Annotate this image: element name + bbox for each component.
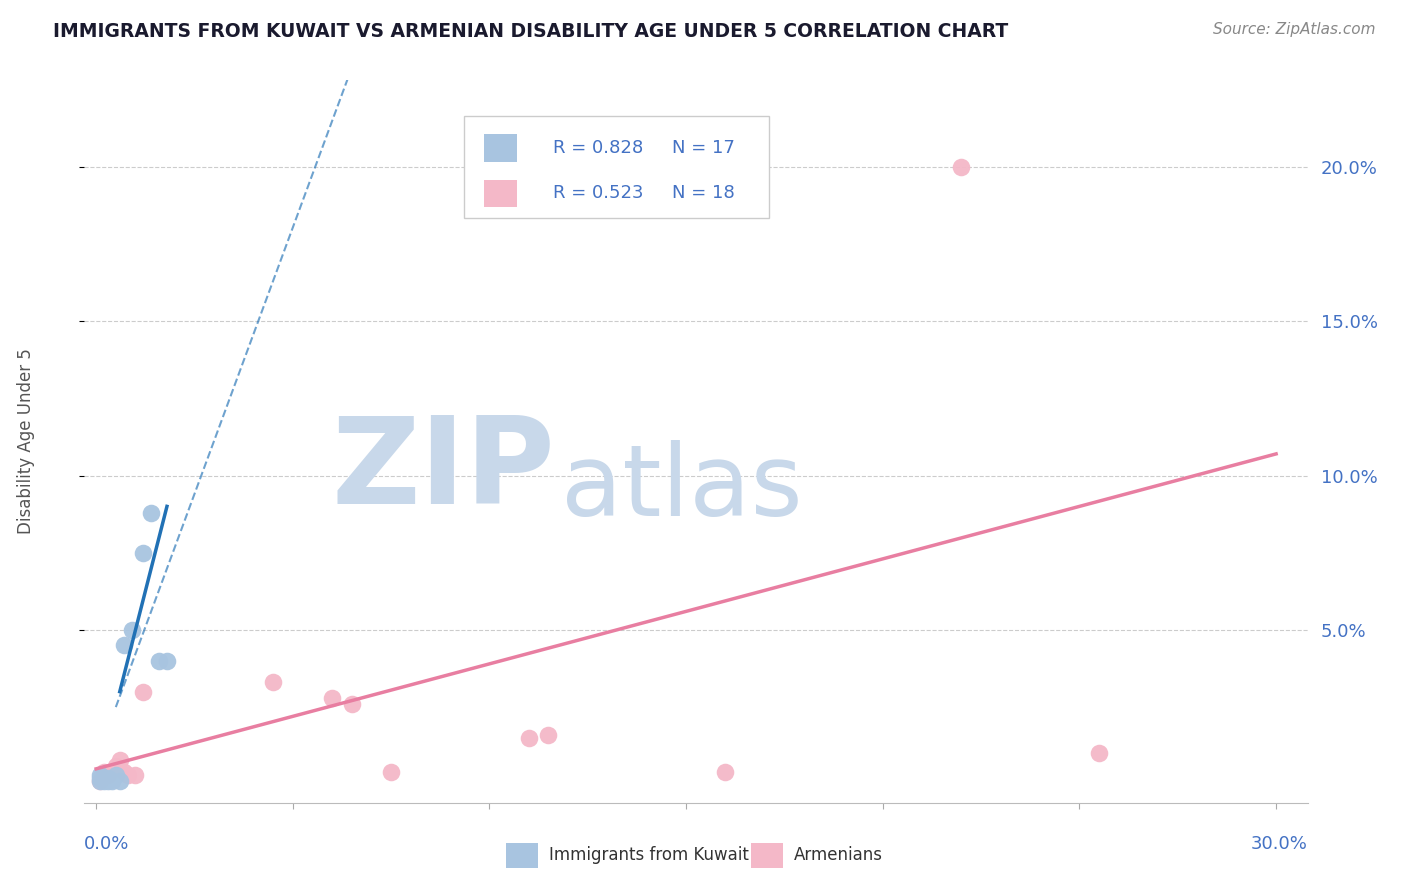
Point [108, 774, 131, 789]
Point [93, 764, 115, 779]
Point [104, 758, 127, 772]
Point [104, 768, 127, 782]
Point [112, 638, 135, 652]
Point [93, 774, 115, 789]
Point [132, 546, 155, 560]
Point [93, 771, 115, 785]
FancyBboxPatch shape [506, 843, 538, 868]
Text: IMMIGRANTS FROM KUWAIT VS ARMENIAN DISABILITY AGE UNDER 5 CORRELATION CHART: IMMIGRANTS FROM KUWAIT VS ARMENIAN DISAB… [53, 22, 1008, 41]
Point [262, 675, 284, 690]
Text: Armenians: Armenians [794, 846, 883, 863]
Point [321, 690, 343, 705]
Point [714, 764, 737, 779]
Text: Source: ZipAtlas.com: Source: ZipAtlas.com [1212, 22, 1375, 37]
Text: R = 0.523: R = 0.523 [553, 185, 644, 202]
Point [124, 768, 146, 782]
Point [112, 764, 135, 779]
Point [97, 768, 120, 782]
Point [132, 684, 155, 698]
FancyBboxPatch shape [484, 135, 517, 162]
Text: R = 0.828: R = 0.828 [553, 139, 643, 157]
Point [156, 654, 179, 668]
FancyBboxPatch shape [751, 843, 783, 868]
Text: N = 17: N = 17 [672, 139, 734, 157]
FancyBboxPatch shape [484, 179, 517, 207]
Point [141, 506, 163, 520]
Point [89, 768, 111, 782]
Text: Disability Age Under 5: Disability Age Under 5 [17, 349, 35, 534]
Point [89, 771, 111, 785]
Point [121, 623, 143, 637]
Text: 0.0%: 0.0% [84, 835, 129, 854]
Text: ZIP: ZIP [332, 412, 555, 529]
Point [97, 771, 120, 785]
FancyBboxPatch shape [464, 117, 769, 218]
Text: 30.0%: 30.0% [1251, 835, 1308, 854]
Point [340, 697, 363, 711]
Point [950, 160, 973, 174]
Point [148, 654, 170, 668]
Point [101, 774, 124, 789]
Text: Immigrants from Kuwait: Immigrants from Kuwait [550, 846, 749, 863]
Point [537, 728, 560, 742]
Text: atlas: atlas [561, 440, 803, 537]
Point [1088, 747, 1111, 761]
Point [117, 768, 139, 782]
Point [380, 764, 402, 779]
Point [517, 731, 540, 745]
Point [89, 774, 111, 789]
Text: N = 18: N = 18 [672, 185, 734, 202]
Point [108, 753, 131, 767]
Point [97, 774, 120, 789]
Point [89, 774, 111, 789]
